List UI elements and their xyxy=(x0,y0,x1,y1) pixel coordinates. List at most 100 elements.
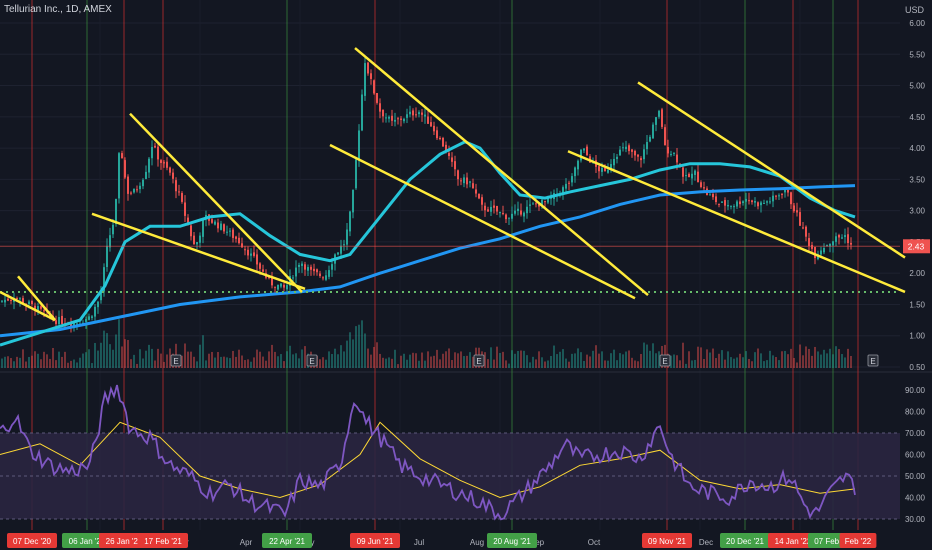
volume-bar xyxy=(13,361,15,368)
volume-bar xyxy=(46,354,48,368)
candle-body xyxy=(832,241,834,246)
candle-body xyxy=(97,301,99,308)
candle-body xyxy=(187,217,189,225)
volume-bar xyxy=(775,357,777,368)
volume-bar xyxy=(625,351,627,368)
candle-body xyxy=(487,209,489,212)
candle-body xyxy=(778,195,780,197)
volume-bar xyxy=(277,356,279,368)
volume-bar xyxy=(658,351,660,368)
candle-body xyxy=(403,118,405,122)
candle-body xyxy=(841,237,843,239)
candle-body xyxy=(568,182,570,184)
volume-bar xyxy=(157,348,159,368)
candle-body xyxy=(448,153,450,157)
volume-bar xyxy=(406,359,408,368)
volume-bar xyxy=(523,350,525,368)
candle-body xyxy=(202,220,204,237)
volume-bar xyxy=(226,357,228,368)
current-price-tag xyxy=(903,239,930,254)
volume-bar xyxy=(19,357,21,368)
candle-body xyxy=(481,197,483,205)
volume-bar xyxy=(250,361,252,368)
volume-bar xyxy=(469,352,471,368)
candle-body xyxy=(460,180,462,182)
candle-body xyxy=(667,147,669,154)
date-tag-box xyxy=(138,533,188,548)
candle-body xyxy=(655,117,657,125)
candle-body xyxy=(295,267,297,277)
volume-bar xyxy=(163,361,165,368)
volume-bar xyxy=(433,355,435,368)
date-tag-label: 09 Nov '21 xyxy=(648,537,687,546)
current-price-tag-label: 2.43 xyxy=(908,241,925,251)
volume-bar xyxy=(283,361,285,368)
earnings-marker-label: E xyxy=(173,357,178,366)
candle-body xyxy=(847,234,849,244)
time-axis-label: Aug xyxy=(470,538,484,547)
volume-bar xyxy=(10,358,12,368)
candle-body xyxy=(586,146,588,156)
volume-bar xyxy=(463,356,465,368)
trendline xyxy=(17,275,56,321)
candle-body xyxy=(508,217,510,219)
volume-bar xyxy=(568,361,570,368)
volume-bar xyxy=(37,353,39,368)
volume-bar xyxy=(832,354,834,368)
candle-body xyxy=(763,202,765,204)
date-labels: MarAprMayJulAugSepOctNovDec2022Feb07 Dec… xyxy=(0,531,932,550)
candle-body xyxy=(379,103,381,112)
candle-body xyxy=(475,189,477,194)
volume-bar xyxy=(598,353,600,368)
candle-body xyxy=(421,112,423,115)
volume-bar xyxy=(133,354,135,368)
candle-body xyxy=(85,318,87,322)
candle-body xyxy=(703,187,705,189)
candle-body xyxy=(838,235,840,238)
volume-bar xyxy=(343,351,345,368)
candle-body xyxy=(580,149,582,161)
candle-body xyxy=(307,267,309,271)
volume-bar xyxy=(301,349,303,368)
candle-body xyxy=(400,118,402,120)
candle-body xyxy=(55,320,57,324)
volume-bar xyxy=(88,349,90,368)
price-tick-label: 2.00 xyxy=(909,269,925,278)
volume-bar xyxy=(808,348,810,368)
volume-bar xyxy=(838,349,840,368)
candle-body xyxy=(751,200,753,203)
volume-bar xyxy=(709,352,711,368)
volume-bar xyxy=(589,356,591,368)
volume-bar xyxy=(424,360,426,368)
volume-bar xyxy=(100,342,102,368)
trendline xyxy=(329,143,636,300)
candle-body xyxy=(220,223,222,230)
candle-body xyxy=(811,244,813,249)
candle-body xyxy=(466,177,468,185)
candle-body xyxy=(331,264,333,270)
volume-bar xyxy=(448,348,450,368)
candle-body xyxy=(226,231,228,233)
candle-body xyxy=(349,211,351,232)
candle-body xyxy=(274,286,276,288)
candle-body xyxy=(142,179,144,187)
volume-bar xyxy=(106,333,108,368)
candle-body xyxy=(343,244,345,246)
volume-bar xyxy=(97,350,99,368)
volume-bar xyxy=(118,319,120,368)
volume-bar xyxy=(451,359,453,368)
volume-bar xyxy=(205,360,207,368)
candle-body xyxy=(700,182,702,188)
candle-body xyxy=(433,125,435,132)
candle-body xyxy=(457,170,459,180)
volume-bar xyxy=(322,357,324,368)
volume-bar xyxy=(22,349,24,368)
volume-bar xyxy=(517,350,519,368)
volume-bar xyxy=(835,346,837,368)
candle-body xyxy=(775,195,777,197)
volume-bar xyxy=(637,361,639,368)
volume-bar xyxy=(622,354,624,368)
candle-body xyxy=(100,291,102,301)
volume-bar xyxy=(298,358,300,368)
